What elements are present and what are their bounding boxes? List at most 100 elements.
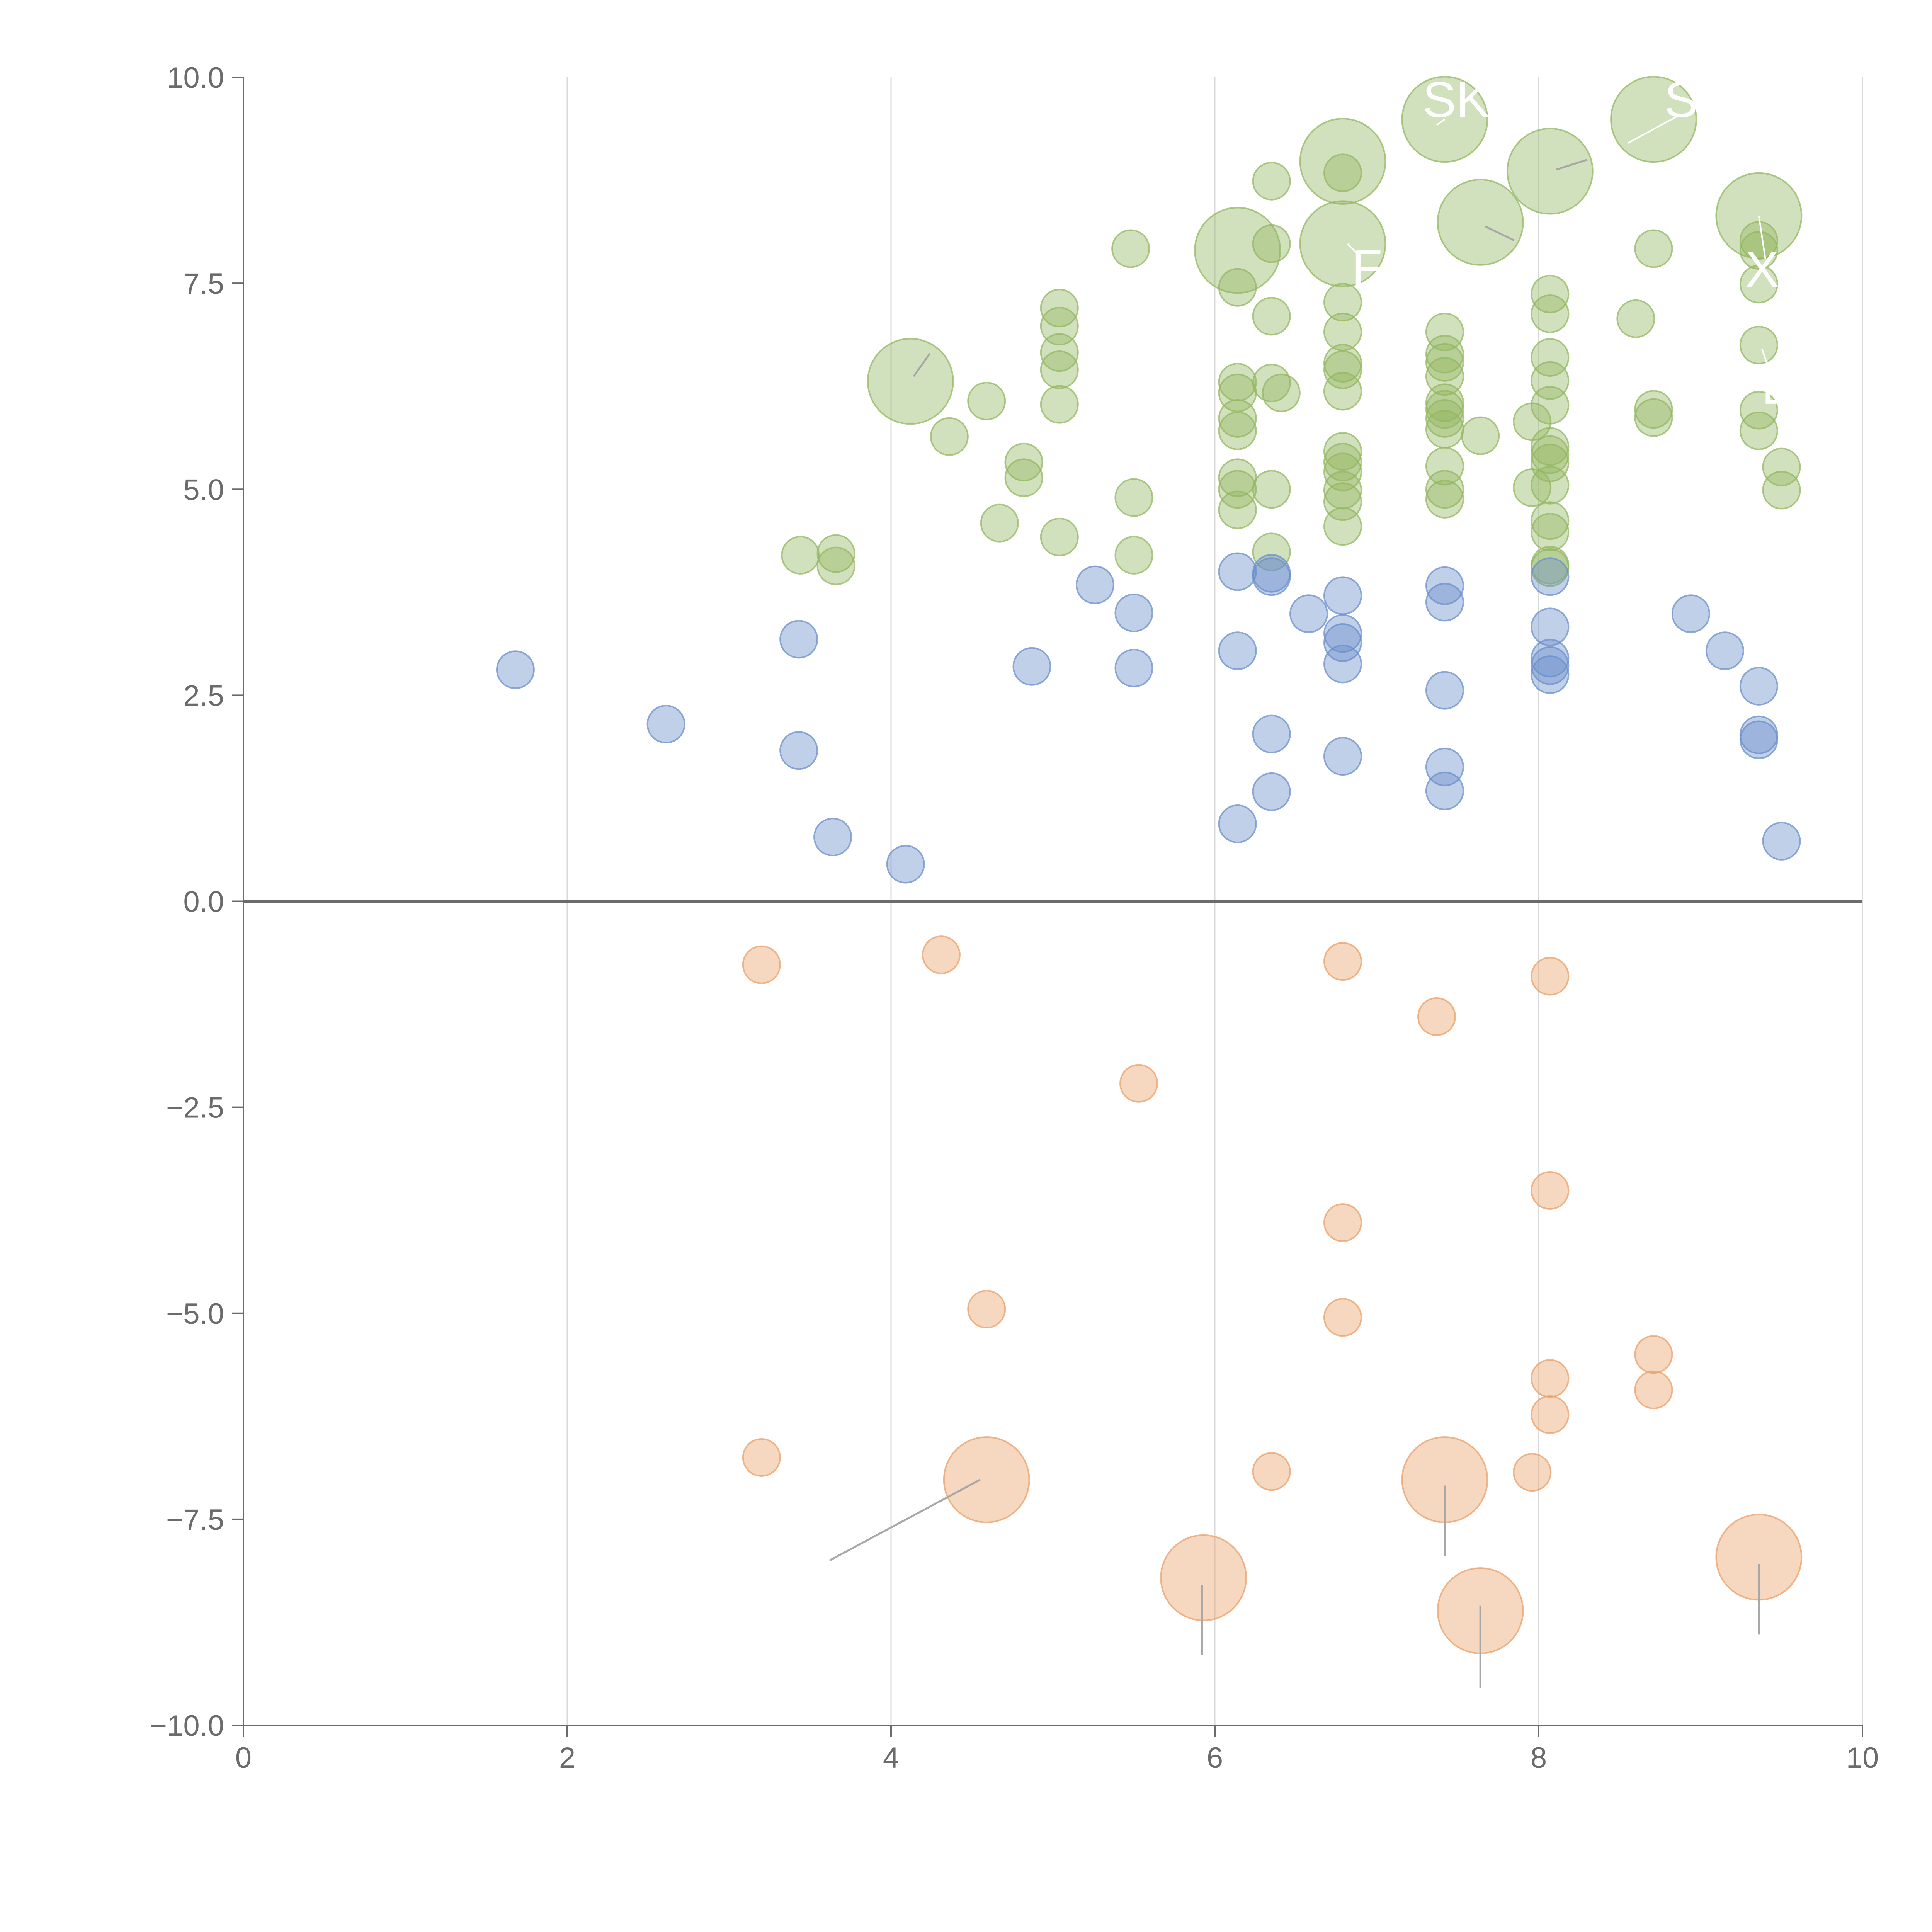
green-point <box>1531 274 1570 313</box>
orange-point <box>1513 1453 1552 1492</box>
orange-point <box>1160 1534 1247 1621</box>
y-tick-label: 5.0 <box>183 473 224 506</box>
point-label: E <box>1762 358 1795 415</box>
orange-point <box>1531 957 1570 996</box>
y-tick-label: −2.5 <box>166 1092 224 1124</box>
green-point <box>1252 297 1291 336</box>
blue-point <box>1531 646 1570 685</box>
green-point <box>1531 513 1570 552</box>
green-point <box>1739 326 1778 365</box>
blue-point <box>1531 655 1570 694</box>
green-point <box>1004 458 1043 497</box>
orange-point <box>1119 1064 1158 1103</box>
point-label: SK <box>1423 71 1490 128</box>
blue-point <box>813 818 852 857</box>
green-point <box>1323 283 1362 322</box>
green-point <box>1252 470 1291 509</box>
green-point <box>1634 229 1673 268</box>
green-point <box>1461 416 1500 455</box>
point-label: S <box>1664 71 1698 128</box>
orange-point <box>1634 1371 1673 1410</box>
blue-point <box>1671 594 1710 633</box>
blue-point <box>1323 737 1362 776</box>
green-point <box>1004 442 1043 481</box>
green-point <box>1299 118 1386 205</box>
orange-point <box>1252 1452 1291 1491</box>
x-tick-label: 0 <box>235 1742 252 1774</box>
green-point <box>1616 299 1655 338</box>
label-leader-line <box>1627 116 1677 144</box>
green-point <box>1531 444 1570 483</box>
x-tick-label: 4 <box>883 1742 899 1774</box>
blue-point <box>779 620 818 659</box>
green-point <box>1040 517 1079 556</box>
blue-point <box>1218 804 1257 844</box>
data-points <box>496 76 1803 1654</box>
orange-point <box>742 945 781 984</box>
leader-line <box>1556 158 1588 171</box>
green-point <box>1437 179 1524 266</box>
green-point <box>1739 231 1778 270</box>
green-point <box>1040 385 1079 424</box>
blue-point <box>1425 747 1464 786</box>
point-label: F <box>1352 240 1382 296</box>
y-tick-label: −5.0 <box>166 1298 224 1330</box>
green-point <box>1323 312 1362 351</box>
blue-point <box>1289 594 1328 633</box>
orange-point <box>1323 942 1362 981</box>
blue-point <box>496 650 535 689</box>
orange-point <box>1323 1298 1362 1337</box>
green-point <box>1425 480 1464 519</box>
y-tick-label: 10.0 <box>167 61 224 94</box>
blue-point <box>1531 607 1570 646</box>
green-point <box>1425 399 1464 438</box>
green-point <box>1040 333 1079 372</box>
blue-point <box>886 845 925 884</box>
green-point <box>1218 399 1257 438</box>
label-leader-line <box>1347 243 1361 258</box>
blue-point <box>1531 557 1570 596</box>
green-point <box>1739 265 1778 304</box>
blue-point <box>1425 583 1464 622</box>
green-point <box>1425 447 1464 486</box>
green-point <box>1218 411 1257 450</box>
x-tick-label: 2 <box>559 1742 575 1774</box>
leader-line <box>829 1479 981 1561</box>
green-point <box>1323 471 1362 510</box>
orange-point <box>1417 997 1456 1036</box>
axes: 0 2 4 6 8 10 −10.0 −7.5 −5.0 −2.5 0.0 2.5 5.0 7.5 10.0 <box>150 61 1879 1774</box>
blue-point <box>1252 714 1291 753</box>
green-point <box>1323 153 1362 192</box>
blue-point <box>1425 771 1464 810</box>
y-tick-label: 0.0 <box>183 886 224 918</box>
green-point <box>816 534 855 573</box>
blue-point <box>1252 557 1291 596</box>
green-point <box>1040 350 1079 389</box>
blue-point <box>1218 631 1257 670</box>
green-point <box>781 536 820 575</box>
point-labels: SK S F X E <box>1347 71 1795 415</box>
orange-point <box>742 1438 781 1477</box>
y-tick-label: 7.5 <box>183 267 224 300</box>
green-point <box>980 503 1019 543</box>
blue-point <box>1252 772 1291 811</box>
x-tick-label: 8 <box>1531 1742 1547 1774</box>
y-tick-label: −10.0 <box>150 1709 224 1742</box>
green-point <box>1323 507 1362 546</box>
orange-point <box>1634 1335 1673 1374</box>
orange-point <box>1323 1203 1362 1242</box>
label-leader-line <box>1436 119 1446 126</box>
green-point <box>1531 435 1570 474</box>
green-point <box>1218 470 1257 509</box>
green-point <box>1299 200 1386 287</box>
blue-point <box>1323 614 1362 653</box>
blue-point <box>1012 647 1051 686</box>
green-point <box>930 417 969 456</box>
green-point <box>1634 390 1673 429</box>
green-point <box>1114 536 1153 575</box>
green-point <box>1531 294 1570 333</box>
orange-point <box>967 1290 1006 1329</box>
green-point <box>1739 411 1778 450</box>
orange-point <box>1531 1359 1570 1398</box>
green-point <box>1218 268 1257 307</box>
